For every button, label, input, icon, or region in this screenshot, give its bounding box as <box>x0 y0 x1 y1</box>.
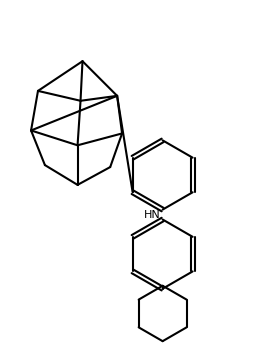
Text: HN: HN <box>144 210 161 220</box>
